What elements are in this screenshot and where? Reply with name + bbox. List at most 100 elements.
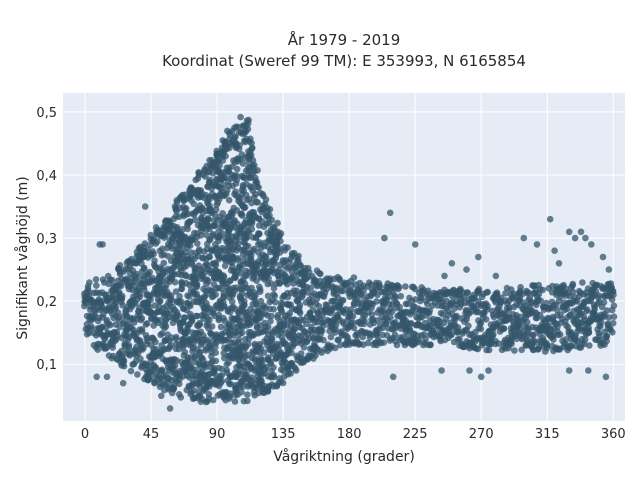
data-point — [585, 367, 592, 374]
data-point — [270, 261, 278, 268]
data-point — [537, 297, 544, 305]
data-point — [179, 319, 187, 326]
data-point — [274, 219, 281, 227]
data-point — [94, 317, 102, 325]
data-point — [484, 288, 492, 296]
data-point — [395, 283, 403, 291]
data-point — [208, 323, 216, 330]
data-point — [105, 320, 113, 328]
data-point — [476, 320, 484, 328]
data-point — [389, 373, 397, 381]
data-point — [490, 331, 497, 338]
data-point — [585, 329, 593, 336]
data-point — [374, 317, 381, 324]
data-point — [248, 184, 255, 191]
data-point — [225, 196, 233, 204]
data-point — [119, 379, 127, 387]
data-point — [276, 280, 284, 287]
data-point — [156, 298, 163, 305]
data-point — [581, 336, 589, 343]
data-point — [135, 274, 143, 281]
data-point — [196, 321, 203, 329]
data-point — [339, 287, 347, 295]
data-point — [556, 331, 564, 338]
data-point — [262, 253, 270, 261]
data-point — [339, 297, 347, 304]
data-point — [112, 304, 120, 311]
y-tick-label: 0,4 — [36, 169, 57, 184]
data-point — [157, 367, 165, 375]
data-point — [579, 279, 586, 286]
data-point — [191, 216, 199, 224]
data-point — [245, 340, 252, 348]
data-point — [448, 260, 456, 267]
data-point — [563, 322, 570, 329]
data-point — [550, 336, 557, 343]
data-point — [336, 275, 343, 283]
data-point — [605, 314, 613, 321]
data-point — [279, 379, 287, 387]
data-point — [342, 282, 350, 290]
data-point — [235, 145, 243, 153]
data-point — [439, 311, 447, 318]
data-point — [162, 232, 169, 239]
data-point — [492, 290, 499, 298]
data-point — [296, 309, 304, 317]
data-point — [144, 376, 152, 384]
y-axis-label: Signifikant våghöjd (m) — [14, 176, 31, 339]
data-point — [360, 320, 368, 328]
data-point — [270, 364, 277, 371]
data-point — [438, 367, 445, 374]
data-point — [219, 210, 226, 217]
data-point — [186, 242, 194, 249]
data-point — [151, 257, 158, 265]
data-point — [475, 253, 482, 261]
data-point — [543, 339, 550, 347]
data-point — [86, 279, 93, 286]
data-point — [94, 340, 101, 348]
data-point — [206, 316, 213, 324]
data-point — [272, 298, 279, 306]
data-point — [173, 309, 181, 316]
data-point — [120, 362, 128, 370]
y-tick-label: 0,2 — [36, 295, 57, 310]
data-point — [234, 256, 241, 264]
data-point — [194, 240, 201, 247]
data-point — [256, 286, 264, 293]
data-point — [225, 359, 232, 366]
data-point — [158, 392, 165, 400]
data-point — [114, 309, 122, 316]
x-tick-label: 180 — [337, 427, 362, 442]
data-point — [195, 246, 203, 253]
data-point — [222, 389, 229, 396]
data-point — [93, 373, 100, 381]
data-point — [598, 319, 605, 326]
data-point — [118, 292, 126, 300]
data-point — [565, 228, 573, 236]
data-point — [140, 264, 148, 272]
x-tick-label: 45 — [143, 427, 160, 442]
data-point — [212, 291, 219, 299]
data-point — [216, 161, 223, 169]
data-point — [141, 240, 149, 247]
data-point — [146, 368, 154, 376]
data-point — [320, 336, 327, 344]
data-point — [238, 388, 245, 396]
data-point — [262, 196, 270, 203]
data-point — [87, 323, 95, 330]
data-point — [327, 333, 335, 341]
data-point — [251, 161, 258, 169]
data-point — [609, 329, 616, 336]
data-point — [349, 313, 357, 320]
data-point — [202, 364, 209, 371]
data-point — [609, 287, 616, 295]
data-point — [125, 343, 133, 351]
data-point — [300, 344, 308, 351]
data-point — [266, 206, 274, 213]
data-point — [397, 292, 405, 300]
data-point — [605, 266, 613, 273]
x-tick-label: 0 — [81, 427, 89, 442]
data-point — [364, 339, 372, 347]
data-point — [172, 288, 180, 295]
